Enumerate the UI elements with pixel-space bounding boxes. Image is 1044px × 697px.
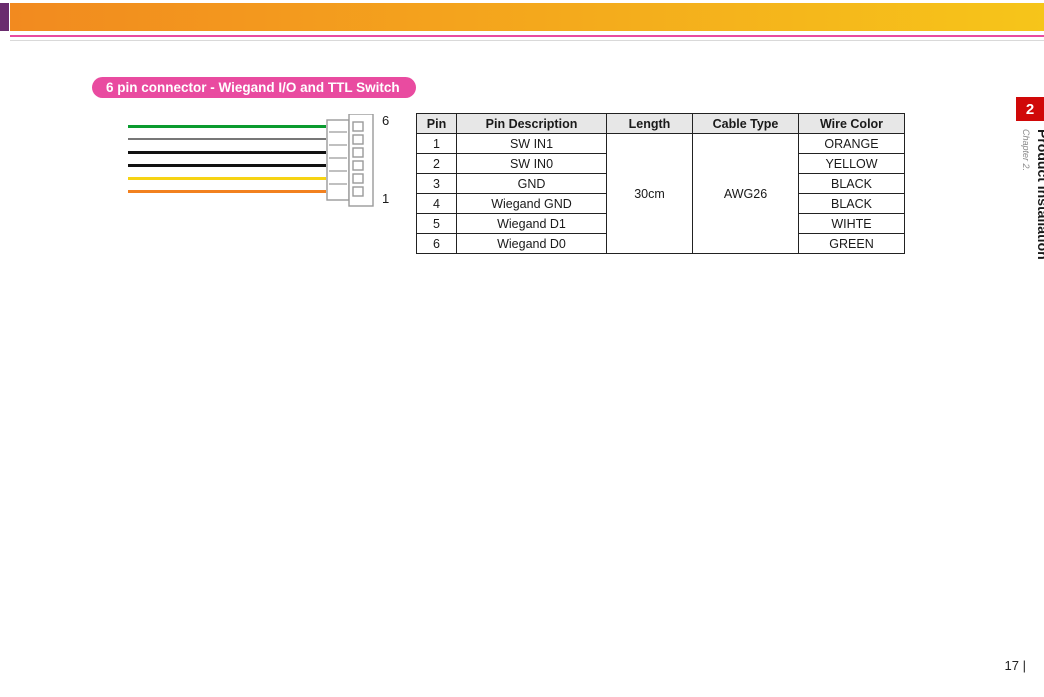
chapter-small-text: Chapter 2. bbox=[1021, 129, 1031, 171]
cell-desc: Wiegand D1 bbox=[457, 214, 607, 234]
top-rule-magenta bbox=[10, 35, 1044, 37]
top-rule-gray bbox=[10, 40, 1044, 41]
wire bbox=[128, 125, 326, 128]
table-row: 1SW IN130cmAWG26ORANGE bbox=[417, 134, 905, 154]
table-header-row: Pin Pin Description Length Cable Type Wi… bbox=[417, 114, 905, 134]
wire bbox=[128, 151, 326, 154]
chapter-big-text: Product Installation bbox=[1035, 129, 1044, 260]
cell-wirecolor: BLACK bbox=[799, 174, 905, 194]
cell-wirecolor: GREEN bbox=[799, 234, 905, 254]
connector-diagram: 6 1 bbox=[128, 115, 388, 210]
wire bbox=[128, 138, 326, 140]
cell-wirecolor: ORANGE bbox=[799, 134, 905, 154]
wire bbox=[128, 190, 326, 193]
cell-wirecolor: WIHTE bbox=[799, 214, 905, 234]
cell-pin: 5 bbox=[417, 214, 457, 234]
cell-desc: Wiegand GND bbox=[457, 194, 607, 214]
connector-icon bbox=[325, 114, 385, 209]
cell-length: 30cm bbox=[607, 134, 693, 254]
chapter-label: Chapter 2. Product Installation bbox=[1016, 125, 1044, 293]
top-color-band bbox=[0, 3, 1044, 31]
col-header-pin: Pin bbox=[417, 114, 457, 134]
col-header-color: Wire Color bbox=[799, 114, 905, 134]
col-header-type: Cable Type bbox=[693, 114, 799, 134]
cell-desc: Wiegand D0 bbox=[457, 234, 607, 254]
cell-pin: 1 bbox=[417, 134, 457, 154]
cell-desc: SW IN0 bbox=[457, 154, 607, 174]
pin-table: Pin Pin Description Length Cable Type Wi… bbox=[416, 113, 905, 254]
cell-desc: GND bbox=[457, 174, 607, 194]
cell-pin: 4 bbox=[417, 194, 457, 214]
cell-desc: SW IN1 bbox=[457, 134, 607, 154]
col-header-len: Length bbox=[607, 114, 693, 134]
cell-pin: 6 bbox=[417, 234, 457, 254]
side-chapter-tab: 2 Chapter 2. Product Installation bbox=[1016, 97, 1044, 297]
cell-pin: 3 bbox=[417, 174, 457, 194]
top-band-purple bbox=[0, 3, 9, 31]
wire bbox=[128, 164, 326, 167]
wire bbox=[128, 177, 326, 180]
col-header-desc: Pin Description bbox=[457, 114, 607, 134]
section-title: 6 pin connector - Wiegand I/O and TTL Sw… bbox=[92, 77, 416, 98]
top-band-gradient bbox=[10, 3, 1044, 31]
chapter-number-badge: 2 bbox=[1016, 97, 1044, 121]
cell-cabletype: AWG26 bbox=[693, 134, 799, 254]
cell-pin: 2 bbox=[417, 154, 457, 174]
cell-wirecolor: BLACK bbox=[799, 194, 905, 214]
cell-wirecolor: YELLOW bbox=[799, 154, 905, 174]
page-number: 17 | bbox=[1005, 658, 1026, 673]
